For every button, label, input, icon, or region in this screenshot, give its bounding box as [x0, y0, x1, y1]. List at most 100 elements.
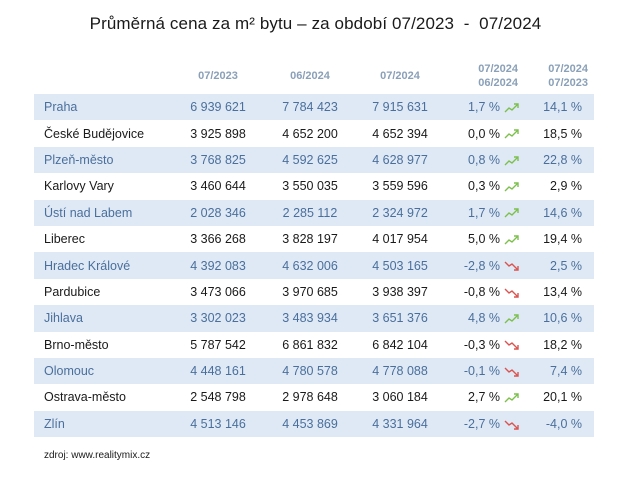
cell-2024-07: 6 842 104	[372, 337, 428, 352]
cell-monthly-change: 2,7 %	[444, 384, 524, 410]
cell-city: Pardubice	[44, 284, 101, 299]
monthly-change-value: -0,1 %	[463, 364, 500, 379]
cell-yearly-change: 19,4 %	[543, 232, 582, 247]
cell-yearly-change: 7,4 %	[524, 357, 594, 385]
trend-up-icon	[504, 208, 520, 218]
source-note: zdroj: www.realitymix.cz	[44, 450, 151, 461]
cell-yearly-change: 20,1 %	[543, 390, 582, 405]
cell-2023-07: 4 448 161	[172, 357, 264, 385]
table-row: Brno-město 5 787 542 6 861 832 6 842 104 -0,…	[34, 332, 594, 358]
cell-2024-06: 2 978 648	[282, 390, 338, 405]
cell-2024-06: 7 784 423	[264, 94, 356, 121]
cell-yearly-change: 22,8 %	[524, 146, 594, 174]
cell-2023-07: 6 939 621	[172, 94, 264, 121]
cell-yearly-change: 18,5 %	[543, 126, 582, 141]
header-city	[34, 58, 172, 94]
header-2023-07: 07/2023	[198, 70, 238, 82]
cell-2023-07: 2 548 798	[190, 390, 246, 405]
cell-city: Karlovy Vary	[44, 179, 114, 194]
cell-city: Olomouc	[34, 357, 172, 385]
trend-down-icon	[504, 420, 520, 430]
cell-monthly-change: 0,8 %	[444, 146, 524, 174]
cell-yearly-change: 14,6 %	[524, 199, 594, 226]
cell-2023-07: 3 768 825	[172, 146, 264, 174]
cell-yearly-change: 10,6 %	[524, 305, 594, 332]
cell-2024-06: 3 828 197	[282, 232, 338, 247]
monthly-change-value: 0,0 %	[468, 126, 500, 141]
table-title: Průměrná cena za m² bytu – za období 07/…	[89, 14, 542, 33]
trend-down-icon	[504, 261, 520, 271]
cell-city: České Budějovice	[44, 126, 145, 141]
cell-city: Jihlava	[34, 305, 172, 332]
monthly-change-value: 1,7 %	[468, 100, 500, 115]
cell-monthly-change: 0,3 %	[444, 173, 524, 199]
cell-yearly-change: 2,5 %	[524, 252, 594, 279]
cell-2024-07: 4 652 394	[372, 126, 428, 141]
cell-monthly-change: -2,8 %	[444, 252, 524, 279]
trend-down-icon	[504, 340, 520, 351]
cell-monthly-change: -0,3 %	[444, 332, 524, 358]
monthly-change-value: 0,3 %	[468, 179, 500, 194]
cell-city: Hradec Králové	[34, 252, 172, 279]
cell-2024-07: 7 915 631	[356, 94, 444, 121]
cell-2024-06: 3 970 685	[282, 284, 338, 299]
header-monthly-change-line1: 07/2024	[478, 63, 518, 75]
monthly-change-value: -2,8 %	[463, 258, 500, 273]
monthly-change-value: -0,3 %	[463, 337, 500, 352]
table-body: Praha 6 939 621 7 784 423 7 915 631 1,7 % 14,…	[34, 94, 594, 438]
cell-monthly-change: 0,0 %	[444, 120, 524, 146]
cell-2023-07: 3 925 898	[190, 126, 246, 141]
cell-2024-07: 3 060 184	[372, 390, 428, 405]
cell-monthly-change: 4,8 %	[444, 305, 524, 332]
price-table: 07/2023 06/2024 07/2024 07/2024 06/2024 …	[34, 58, 594, 438]
cell-2023-07: 4 392 083	[172, 252, 264, 279]
cell-2024-06: 3 483 934	[264, 305, 356, 332]
trend-down-icon	[504, 288, 520, 298]
cell-2024-07: 2 324 972	[356, 199, 444, 226]
table-row: Liberec 3 366 268 3 828 197 4 017 954 5,0 % 1…	[34, 226, 594, 252]
cell-yearly-change: 14,1 %	[524, 94, 594, 121]
table-row: Olomouc 4 448 161 4 780 578 4 778 088 -0,1 %…	[34, 357, 594, 385]
trend-up-icon	[504, 235, 520, 245]
header-monthly-change: 07/2024 06/2024	[444, 58, 524, 94]
cell-2024-07: 4 778 088	[356, 357, 444, 385]
cell-yearly-change: 18,2 %	[543, 337, 582, 352]
cell-2024-07: 4 331 964	[356, 410, 444, 438]
cell-yearly-change: 2,9 %	[550, 179, 582, 194]
header-yearly-change-line1: 07/2024	[548, 63, 588, 75]
cell-2024-06: 4 780 578	[264, 357, 356, 385]
cell-monthly-change: 1,7 %	[444, 94, 524, 121]
monthly-change-value: 0,8 %	[468, 152, 500, 167]
cell-2024-06: 4 652 200	[282, 126, 338, 141]
cell-2023-07: 5 787 542	[190, 337, 246, 352]
header-yearly-change: 07/2024 07/2023	[524, 58, 594, 94]
table-row: Hradec Králové 4 392 083 4 632 006 4 503 16…	[34, 252, 594, 279]
cell-2024-07: 4 628 977	[356, 146, 444, 174]
trend-up-icon	[504, 155, 520, 166]
cell-2024-07: 4 017 954	[372, 232, 428, 247]
header-2024-06: 06/2024	[290, 70, 330, 82]
cell-2024-07: 3 559 596	[372, 179, 428, 194]
cell-2023-07: 3 460 644	[190, 179, 246, 194]
table-row: Jihlava 3 302 023 3 483 934 3 651 376 4,8 % 1…	[34, 305, 594, 332]
table-row: Plzeň-město 3 768 825 4 592 625 4 628 977 0,…	[34, 146, 594, 174]
cell-monthly-change: -2,7 %	[444, 410, 524, 438]
cell-2024-07: 4 503 165	[356, 252, 444, 279]
table-row: Praha 6 939 621 7 784 423 7 915 631 1,7 % 14,…	[34, 94, 594, 121]
cell-2024-07: 3 938 397	[372, 284, 428, 299]
cell-2024-06: 3 550 035	[282, 179, 338, 194]
cell-city: Plzeň-město	[34, 146, 172, 174]
table-row: Karlovy Vary 3 460 644 3 550 035 3 559 596 0…	[34, 173, 594, 199]
trend-up-icon	[504, 393, 520, 403]
cell-2023-07: 3 302 023	[172, 305, 264, 332]
monthly-change-value: 5,0 %	[468, 232, 500, 247]
cell-2024-06: 4 632 006	[264, 252, 356, 279]
cell-city: Liberec	[44, 232, 85, 247]
cell-monthly-change: 1,7 %	[444, 199, 524, 226]
header-yearly-change-line2: 07/2023	[548, 77, 588, 89]
monthly-change-value: 2,7 %	[468, 390, 500, 405]
cell-2024-06: 4 592 625	[264, 146, 356, 174]
table-row: Ústí nad Labem 2 028 346 2 285 112 2 324 97…	[34, 199, 594, 226]
cell-yearly-change: 13,4 %	[543, 284, 582, 299]
header-monthly-change-line2: 06/2024	[478, 77, 518, 89]
